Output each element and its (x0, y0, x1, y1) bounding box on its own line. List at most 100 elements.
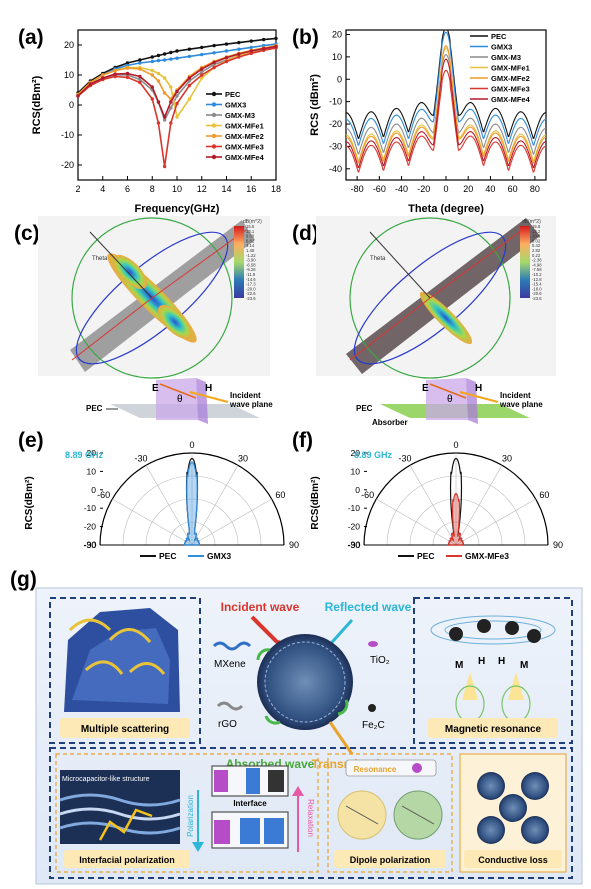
schematic-g: Multiple scattering Incident wave Reflec… (35, 587, 583, 885)
sim-d-axis-x (429, 229, 523, 299)
chart-a-legend-label: GMX-MFe2 (225, 132, 264, 141)
e-spoke (191, 498, 272, 546)
label-conductive-loss: Conductive loss (478, 855, 548, 865)
polarization-arrowhead (192, 842, 204, 852)
sim-c-colorbar-tick: -17.3 (246, 282, 256, 287)
sim-d-h-label: H (475, 383, 482, 394)
chart-a-legend-label: GMX-M3 (225, 111, 255, 120)
e-spoke (145, 465, 193, 546)
sim-c-colorbar-tick: -22.6 (246, 291, 256, 296)
conductive-node-5 (521, 816, 549, 844)
sim-d-colorbar-tick: -23.6 (532, 296, 542, 301)
panel-label-b: (b) (292, 26, 319, 49)
f-rtick-label: -30 (348, 540, 361, 550)
chart-a-point-GMX-MFe3 (200, 73, 204, 77)
chart-a-point-GMX-MFe4 (138, 74, 142, 79)
f-angle-label: -30 (398, 453, 411, 463)
e-angle-label: -60 (97, 490, 110, 500)
chart-a-point-GMX-MFe1 (162, 76, 167, 80)
e-legend-label: PEC (159, 551, 176, 561)
interface-block-4 (214, 820, 230, 844)
chart-a-point-GMX-MFe2 (138, 67, 142, 71)
chart-a-ytick-label: 10 (64, 70, 74, 80)
sim-c-colorbar-tick: -20.0 (246, 286, 256, 291)
chart-b-xtick-label: 20 (463, 184, 473, 194)
f-rtick-label: -10 (348, 503, 361, 513)
e-angle-label: 90 (289, 540, 299, 550)
chart-a-point-GMX-MFe3 (237, 55, 241, 59)
sim-d-colorbar-tick: 0.22 (532, 253, 541, 258)
f-rtick-label: 20 (351, 448, 361, 458)
chart-a-xlabel: Frequency(GHz) (135, 203, 220, 215)
chart-a-point-GMX3 (169, 57, 173, 61)
chart-a-xtick-label: 8 (150, 184, 155, 194)
magnetic-particle-2 (477, 619, 491, 633)
sim-c-colorbar-tick: 13.1 (246, 229, 255, 234)
sim-d-incident-label-1: Incident (500, 391, 531, 400)
chart-b-legend-label: GMX-MFe4 (491, 95, 531, 104)
panel-label-f: (f) (292, 429, 313, 452)
chart-b-line-GMX-MFe1 (346, 47, 546, 162)
chart-a-legend-label: GMX-MFe4 (225, 153, 265, 162)
e-rtick-label: -30 (84, 540, 97, 550)
sim-c-pec-label: PEC (86, 404, 103, 413)
chart-a-point-GMX-MFe4 (150, 85, 154, 89)
label-h-left: H (478, 656, 485, 667)
chart-a-point-PEC (274, 36, 278, 41)
chart-a-point-PEC (169, 50, 173, 55)
chart-a-point-GMX3 (150, 59, 154, 64)
chart-a-point-GMX-MFe3 (187, 83, 192, 88)
f-angle-label: 0 (453, 440, 458, 450)
chart-a-point-GMX-MFe4 (113, 72, 117, 76)
chart-b-legend-label: GMX-MFe3 (491, 85, 530, 94)
chart-a-point-PEC (138, 58, 142, 62)
chart-a-point-GMX-M3 (138, 77, 142, 82)
sim-c-colorbar-tick: -1.22 (246, 253, 256, 258)
label-box-conductive (464, 850, 562, 868)
chart-a-point-GMX-MFe2 (150, 73, 154, 77)
sim-c-lobe-lower (157, 304, 193, 340)
resonance-tag (345, 759, 437, 777)
sim-c-axis-x (151, 229, 247, 299)
e-angle-label: 30 (238, 453, 248, 463)
chart-a-ylabel: RCS(dBm²) (31, 75, 43, 134)
interface-block-5 (240, 818, 260, 844)
chart-a-point-GMX-MFe4 (212, 60, 216, 65)
sim-c-colorbar-tick: -14.6 (246, 277, 256, 282)
chart-a-point-GMX-MFe4 (237, 52, 241, 56)
chart-a-point-GMX-MFe3 (212, 65, 216, 70)
chart-a-xtick-label: 14 (221, 184, 231, 194)
chart-a-point-PEC (150, 55, 154, 59)
label-multiple-scattering: Multiple scattering (81, 724, 169, 735)
sim-d-h-arrow (459, 391, 499, 403)
f-series-GMX-MFe3 (448, 492, 464, 546)
sim-c-green-ring (71, 217, 233, 379)
chart-a-point-GMX-MFe4 (224, 55, 229, 60)
f-rtick-label: -20 (348, 522, 361, 532)
sim-d-colorbar-tick: 2.82 (532, 248, 541, 253)
f-angle-label: 30 (502, 453, 512, 463)
chart-a-point-GMX-MFe4 (175, 89, 179, 94)
sim-c-colorbar-tick: -3.90 (246, 258, 256, 263)
sim-d-main-lobe (419, 291, 473, 345)
panel-label-d: (d) (292, 222, 319, 245)
sim-d-colorbar-tick: 15.8 (532, 224, 541, 229)
chart-b-line-PEC (346, 29, 546, 139)
chart-a-point-PEC (237, 40, 241, 45)
sim-c-e-label: E (152, 383, 159, 394)
sim-c-colorbar-tick: -9.26 (246, 267, 256, 272)
chart-a-point-GMX3 (138, 61, 142, 65)
chart-a-point-GMX-MFe3 (162, 164, 167, 169)
chart-a-point-GMX3 (187, 54, 192, 59)
chart-a-xtick-label: 16 (246, 184, 256, 194)
scattering-arrow-1 (68, 618, 112, 632)
chart-b-ytick-label: -10 (329, 97, 342, 107)
chart-b-line-GMX-MFe2 (345, 45, 547, 164)
chart-a-point-GMX-MFe4 (88, 82, 93, 86)
sim-d-colorbar-tick: -15.4 (532, 282, 542, 287)
e-legend-label: GMX3 (207, 551, 231, 561)
chart-a-point-GMX-MFe3 (125, 75, 130, 80)
chart-f-frequency: 8.89 GHz (354, 450, 393, 460)
sim-d-absorber-plate (346, 218, 540, 374)
e-rtick-label: -10 (84, 503, 97, 513)
